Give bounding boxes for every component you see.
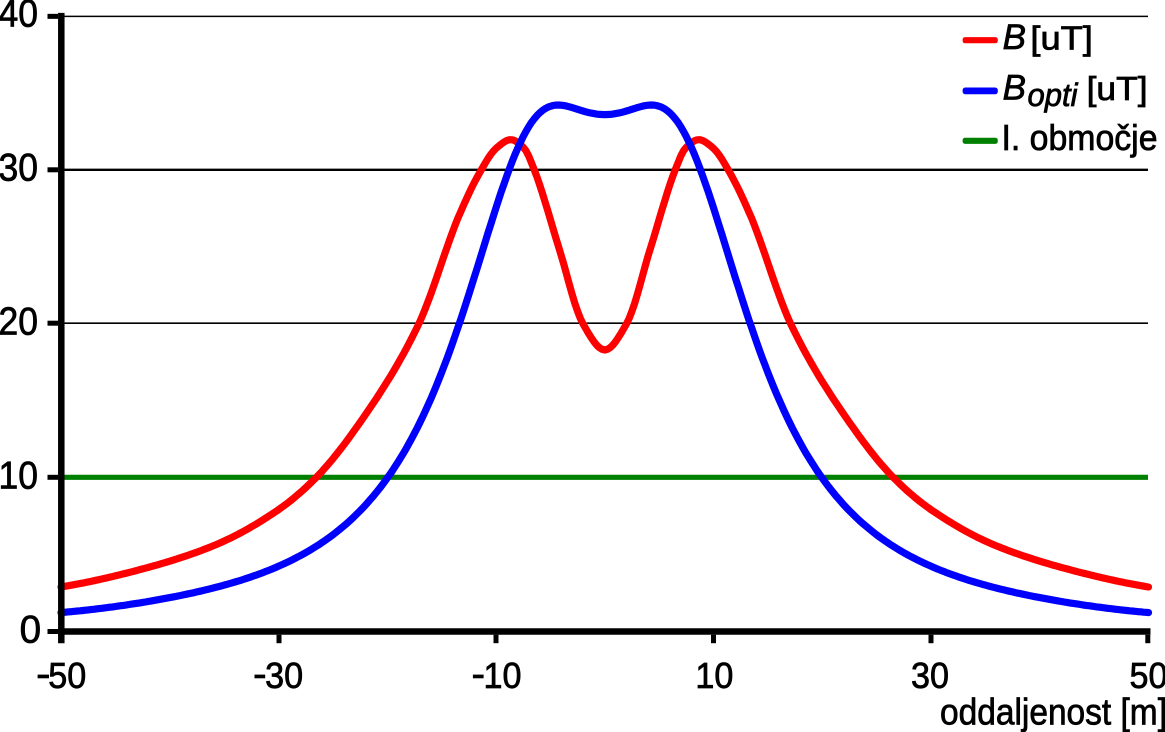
svg-text:I. območje: I. območje bbox=[1002, 117, 1158, 158]
svg-text:30: 30 bbox=[0, 146, 38, 189]
svg-text:50: 50 bbox=[48, 655, 86, 696]
svg-text:B: B bbox=[1003, 18, 1026, 57]
svg-text:[uT]: [uT] bbox=[1087, 70, 1148, 107]
svg-text:oddaljenost [m]: oddaljenost [m] bbox=[940, 691, 1165, 732]
svg-text:30: 30 bbox=[911, 655, 949, 696]
svg-text:10: 10 bbox=[484, 655, 522, 696]
svg-text:10: 10 bbox=[0, 454, 38, 497]
svg-text:10: 10 bbox=[695, 655, 733, 696]
svg-text:0: 0 bbox=[20, 608, 42, 651]
svg-text:50: 50 bbox=[1130, 655, 1165, 696]
svg-text:40: 40 bbox=[0, 0, 38, 35]
svg-text:B: B bbox=[1003, 69, 1026, 108]
svg-text:20: 20 bbox=[0, 300, 38, 343]
svg-text:opti: opti bbox=[1028, 77, 1079, 113]
svg-text:[uT]: [uT] bbox=[1030, 20, 1093, 57]
svg-text:30: 30 bbox=[265, 655, 303, 696]
